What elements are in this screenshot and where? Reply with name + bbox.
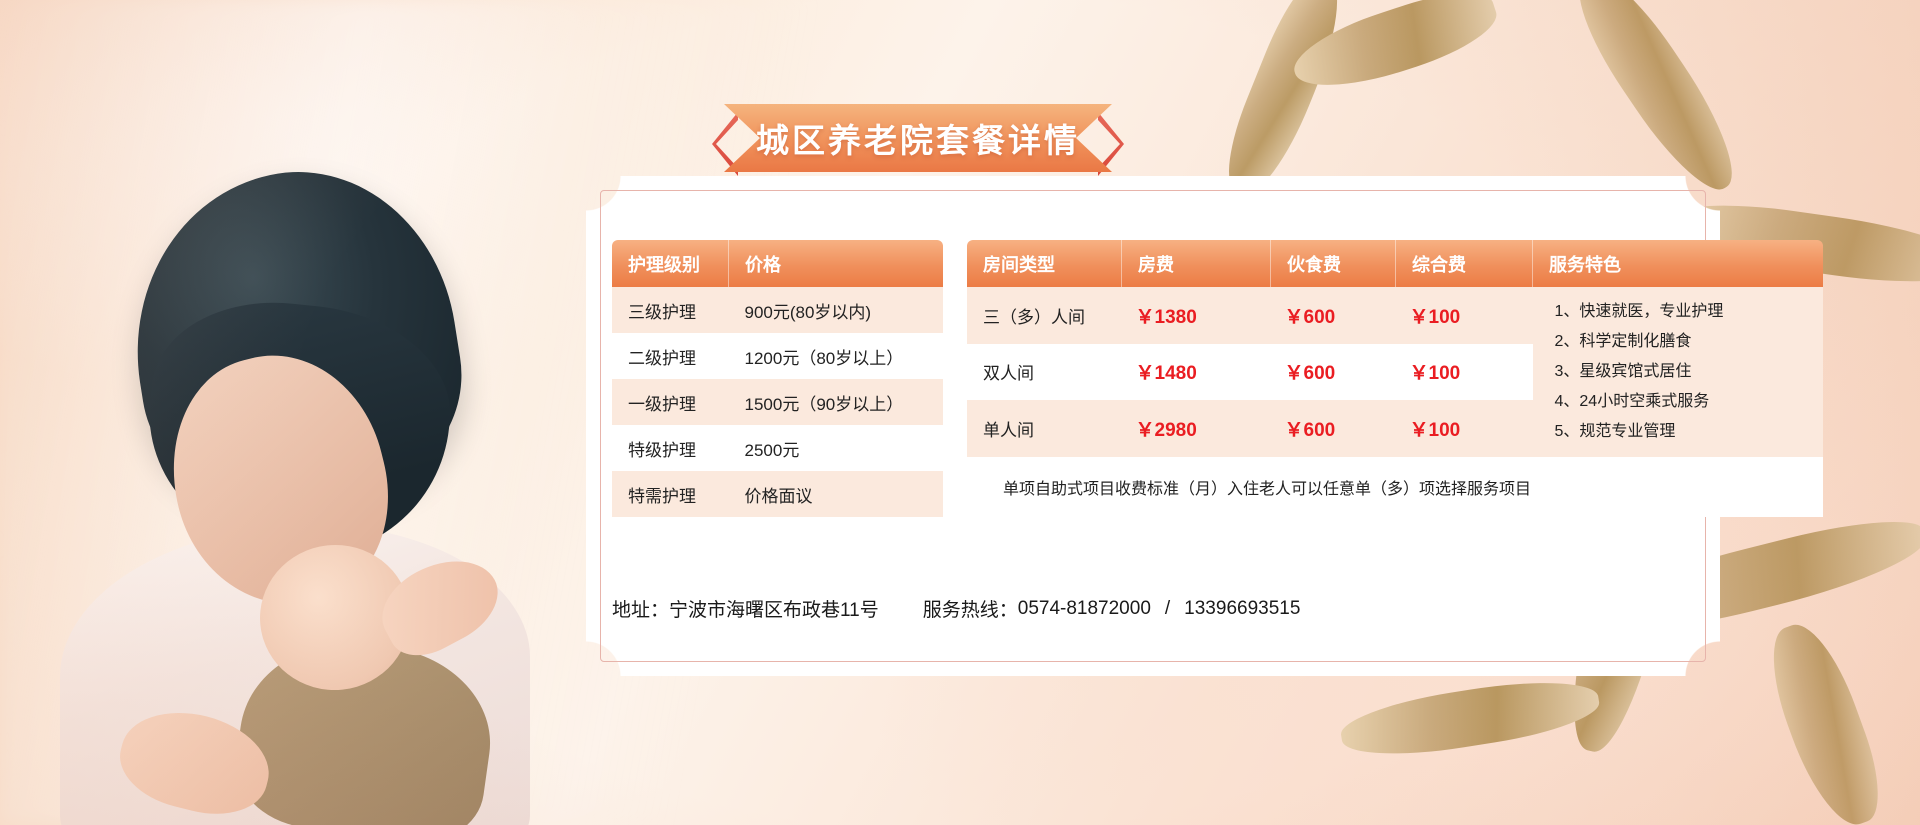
service-feature-item: 3、星级宾馆式居住 (1554, 363, 1692, 380)
hotline-secondary[interactable]: 13396693515 (1184, 597, 1301, 619)
care-level: 一级护理 (612, 379, 729, 425)
table-row[interactable]: 特级护理 2500元 (612, 425, 943, 471)
care-price: 900元(80岁以内) (728, 287, 943, 333)
table-row[interactable]: 双人间 ￥1480 ￥600 ￥100 (967, 343, 1823, 401)
room-fee: ￥1480 (1121, 343, 1271, 401)
room-table-header-meal-fee: 伙食费 (1270, 240, 1396, 287)
table-row[interactable]: 单人间 ￥2980 ￥600 ￥100 (967, 400, 1823, 457)
table-row[interactable]: 一级护理 1500元（90岁以上） (612, 379, 943, 425)
room-type: 单人间 (967, 400, 1122, 457)
room-table-header-features: 服务特色 (1532, 240, 1823, 287)
care-table-header-price: 价格 (728, 240, 943, 287)
table-row[interactable]: 三（多）人间 ￥1380 ￥600 ￥100 1、快速就医，专业护理 2、科学定… (967, 287, 1823, 457)
care-price: 1500元（90岁以上） (728, 379, 943, 425)
banner-ribbon: 城区养老院套餐详情 (724, 104, 1112, 172)
room-type: 三（多）人间 (967, 287, 1122, 344)
page-title: 城区养老院套餐详情 (756, 121, 1080, 160)
care-price: 2500元 (728, 425, 943, 471)
care-level: 二级护理 (612, 333, 729, 379)
hotline-separator: / (1164, 597, 1171, 619)
address-text: 地址：宁波市海曙区布政巷11号 (612, 600, 879, 621)
hotline-primary[interactable]: 0574-81872000 (1017, 597, 1151, 619)
care-price: 1200元（80岁以上） (728, 333, 943, 379)
care-level-table: 护理级别 价格 三级护理 900元(80岁以内) 二级护理 1200元（80岁以… (612, 240, 943, 517)
care-price: 价格面议 (728, 471, 943, 517)
table-row[interactable]: 三级护理 900元(80岁以内) (612, 287, 943, 333)
table-row[interactable]: 二级护理 1200元（80岁以上） (612, 333, 943, 379)
meal-fee: ￥600 (1270, 343, 1396, 401)
background-photo-caregiver-and-baby (0, 125, 620, 825)
service-feature-item: 5、规范专业管理 (1554, 423, 1676, 440)
table-row-notes: 单项自助式项目收费标准（月）入住老人可以任意单（多）项选择服务项目 (967, 457, 1823, 517)
service-feature-item: 1、快速就医，专业护理 (1554, 303, 1724, 320)
care-level: 三级护理 (612, 287, 729, 333)
room-table-header-row: 房间类型 房费 伙食费 综合费 服务特色 (967, 240, 1823, 287)
room-fee: ￥1380 (1121, 287, 1271, 344)
room-type: 双人间 (967, 343, 1122, 401)
care-table-header-row: 护理级别 价格 (612, 240, 943, 287)
service-feature-item: 4、24小时空乘式服务 (1554, 393, 1710, 410)
meal-fee: ￥600 (1270, 400, 1396, 457)
care-level: 特级护理 (612, 425, 729, 471)
misc-fee: ￥100 (1395, 287, 1533, 344)
meal-fee: ￥600 (1270, 287, 1396, 344)
room-type-table: 房间类型 房费 伙食费 综合费 服务特色 三（多）人间 ￥1380 ￥600 ￥… (967, 240, 1823, 517)
care-level: 特需护理 (612, 471, 729, 517)
contact-footer: 地址：宁波市海曙区布政巷11号 服务热线： 0574-81872000 / 13… (612, 595, 1300, 622)
service-feature-item: 2、科学定制化膳食 (1554, 333, 1692, 350)
room-table-header-room-fee: 房费 (1121, 240, 1271, 287)
room-table-notes: 单项自助式项目收费标准（月）入住老人可以任意单（多）项选择服务项目 (967, 457, 1823, 517)
room-table-header-misc-fee: 综合费 (1395, 240, 1533, 287)
room-table-header-type: 房间类型 (967, 240, 1122, 287)
misc-fee: ￥100 (1395, 400, 1533, 457)
service-features-cell: 1、快速就医，专业护理 2、科学定制化膳食 3、星级宾馆式居住 4、24小时空乘… (1532, 287, 1823, 457)
hotline-label: 服务热线： (922, 600, 1018, 621)
table-row[interactable]: 特需护理 价格面议 (612, 471, 943, 517)
misc-fee: ￥100 (1395, 343, 1533, 401)
room-fee: ￥2980 (1121, 400, 1271, 457)
care-table-header-level: 护理级别 (612, 240, 729, 287)
tables-container: 护理级别 价格 三级护理 900元(80岁以内) 二级护理 1200元（80岁以… (612, 240, 1823, 517)
